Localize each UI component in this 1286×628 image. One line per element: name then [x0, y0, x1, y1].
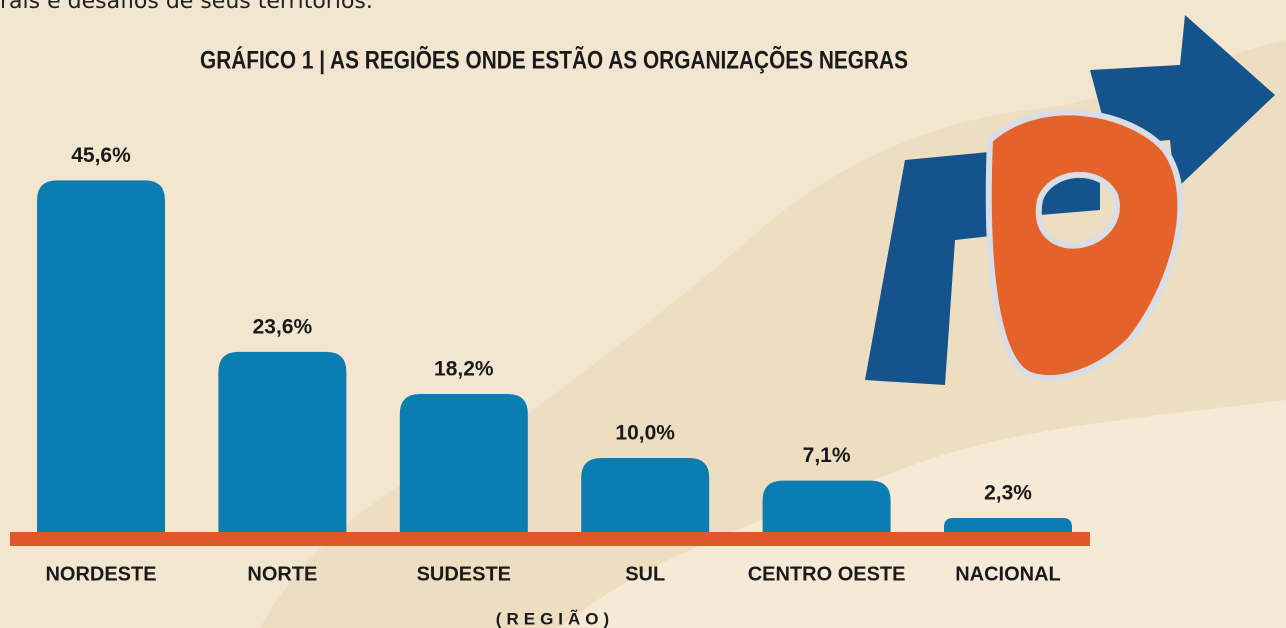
x-tick-label: NORDESTE	[45, 563, 156, 585]
bar	[37, 180, 165, 536]
bar	[762, 480, 891, 536]
bar	[399, 394, 528, 536]
x-axis-label: (REGIÃO)	[496, 608, 614, 628]
value-label: 18,2%	[434, 358, 494, 381]
value-label: 10,0%	[615, 422, 675, 445]
x-tick-label: SUDESTE	[417, 563, 511, 585]
bars	[37, 180, 1072, 536]
x-tick-label: CENTRO OESTE	[748, 563, 906, 585]
value-label: 23,6%	[253, 315, 313, 338]
x-tick-label: NACIONAL	[955, 563, 1061, 585]
bar	[944, 518, 1072, 536]
value-label: 7,1%	[803, 444, 851, 467]
value-label: 45,6%	[71, 144, 131, 167]
chart-title: GRÁFICO 1 | AS REGIÕES ONDE ESTÃO AS ORG…	[200, 45, 908, 75]
value-label: 2,3%	[984, 482, 1032, 505]
bar	[218, 351, 347, 536]
x-tick-label: SUL	[625, 563, 665, 585]
intro-text: rais e desafios de seus territórios.	[0, 0, 373, 14]
x-tick-label: NORTE	[247, 563, 317, 585]
baseline	[10, 532, 1090, 546]
bar	[581, 458, 710, 536]
